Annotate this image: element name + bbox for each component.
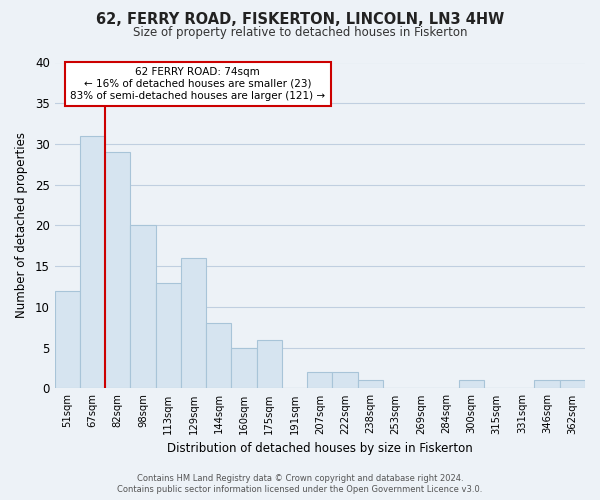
Bar (155, 282, 181, 389)
X-axis label: Distribution of detached houses by size in Fiskerton: Distribution of detached houses by size … (167, 442, 473, 455)
Bar (232, 348, 257, 389)
Bar (535, 380, 560, 388)
Bar (459, 380, 484, 388)
Text: Contains HM Land Registry data © Crown copyright and database right 2024.
Contai: Contains HM Land Registry data © Crown c… (118, 474, 482, 494)
Bar (332, 372, 358, 388)
Text: 62, FERRY ROAD, FISKERTON, LINCOLN, LN3 4HW: 62, FERRY ROAD, FISKERTON, LINCOLN, LN3 … (96, 12, 504, 28)
Bar (358, 380, 383, 388)
Bar (130, 226, 155, 388)
Bar (105, 152, 130, 388)
Bar (206, 323, 232, 388)
Text: 62 FERRY ROAD: 74sqm
← 16% of detached houses are smaller (23)
83% of semi-detac: 62 FERRY ROAD: 74sqm ← 16% of detached h… (70, 68, 325, 100)
Bar (80, 136, 105, 388)
Y-axis label: Number of detached properties: Number of detached properties (15, 132, 28, 318)
Bar (560, 380, 585, 388)
Bar (181, 258, 206, 388)
Bar (55, 290, 80, 388)
Text: Size of property relative to detached houses in Fiskerton: Size of property relative to detached ho… (133, 26, 467, 39)
Bar (257, 340, 282, 388)
Bar (307, 372, 332, 388)
